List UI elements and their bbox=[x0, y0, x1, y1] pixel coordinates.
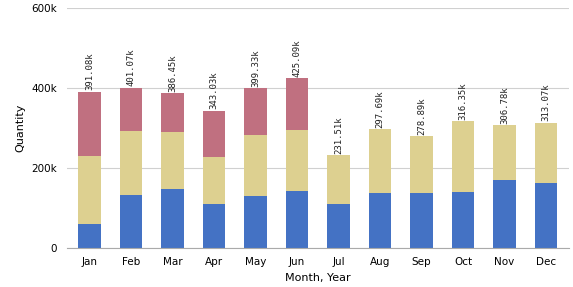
Bar bbox=[203, 157, 225, 204]
Text: 425.09k: 425.09k bbox=[292, 39, 301, 77]
Bar bbox=[327, 155, 350, 204]
Bar bbox=[285, 130, 308, 191]
Bar bbox=[244, 135, 267, 196]
Bar bbox=[535, 183, 558, 248]
Bar bbox=[285, 78, 308, 130]
Bar bbox=[120, 195, 143, 248]
Text: 306.78k: 306.78k bbox=[500, 86, 509, 124]
Text: 278.89k: 278.89k bbox=[417, 98, 426, 135]
Text: 316.35k: 316.35k bbox=[458, 83, 468, 120]
Bar bbox=[203, 111, 225, 157]
Bar bbox=[535, 123, 558, 183]
Bar bbox=[161, 189, 184, 248]
Bar bbox=[410, 136, 433, 193]
Bar bbox=[120, 131, 143, 195]
Bar bbox=[78, 224, 101, 248]
Text: 297.69k: 297.69k bbox=[375, 90, 384, 128]
Bar bbox=[78, 92, 101, 156]
Text: 343.03k: 343.03k bbox=[210, 72, 218, 110]
Text: 313.07k: 313.07k bbox=[541, 84, 551, 121]
Bar bbox=[493, 180, 516, 248]
Text: 391.08k: 391.08k bbox=[85, 53, 94, 90]
Y-axis label: Quantity: Quantity bbox=[15, 104, 26, 152]
Bar bbox=[120, 88, 143, 131]
Bar bbox=[452, 192, 474, 248]
Text: 386.45k: 386.45k bbox=[168, 55, 177, 92]
Bar bbox=[244, 88, 267, 135]
Bar bbox=[244, 196, 267, 248]
Bar bbox=[161, 132, 184, 189]
Text: 401.07k: 401.07k bbox=[127, 49, 135, 86]
Bar bbox=[327, 204, 350, 248]
Bar bbox=[203, 204, 225, 248]
Text: 231.51k: 231.51k bbox=[334, 116, 343, 154]
Bar bbox=[452, 121, 474, 192]
Bar bbox=[78, 156, 101, 224]
Bar bbox=[368, 129, 391, 193]
Bar bbox=[161, 93, 184, 132]
X-axis label: Month, Year: Month, Year bbox=[285, 273, 351, 283]
Bar bbox=[493, 125, 516, 180]
Bar bbox=[368, 193, 391, 248]
Bar bbox=[410, 193, 433, 248]
Bar bbox=[285, 191, 308, 248]
Text: 399.33k: 399.33k bbox=[251, 49, 260, 87]
